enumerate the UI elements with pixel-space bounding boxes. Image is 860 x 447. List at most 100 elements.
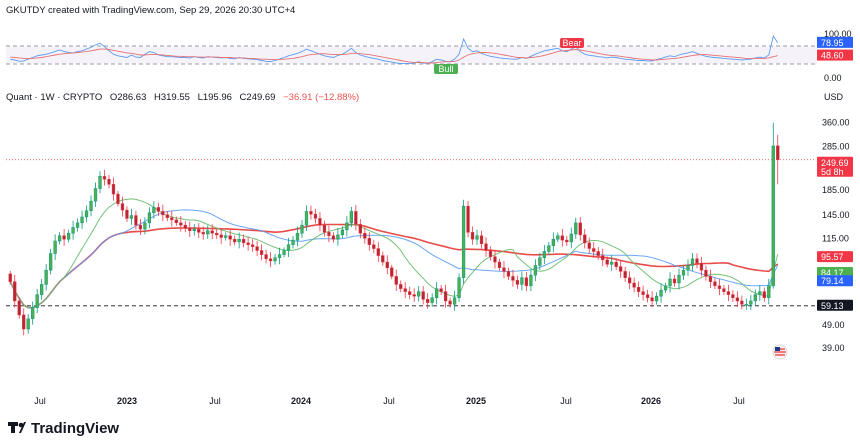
candle-body: [40, 284, 44, 295]
rsi-line: [10, 34, 779, 64]
candle: [273, 253, 277, 265]
candle-body: [434, 288, 439, 298]
candle-body: [385, 261, 389, 269]
candle: [93, 182, 98, 207]
candle-body: [610, 261, 614, 265]
candle-body: [740, 300, 744, 305]
candle-body: [273, 257, 277, 262]
candle-body: [547, 245, 551, 252]
candle: [771, 122, 775, 289]
candle: [717, 278, 722, 296]
candle: [479, 230, 484, 249]
legend-high: H319.55: [154, 92, 190, 103]
candle-body: [93, 188, 98, 202]
candle: [515, 275, 520, 289]
candle: [206, 225, 210, 239]
candle: [448, 297, 452, 308]
candle: [295, 226, 300, 247]
ma-short-line: [9, 198, 779, 309]
candle-body: [48, 253, 53, 271]
price-tag-value: 79.14: [821, 276, 844, 286]
candle: [277, 247, 282, 265]
candle: [565, 235, 569, 246]
candle-body: [722, 288, 726, 292]
candle-body: [129, 215, 134, 219]
candle: [713, 278, 717, 290]
candle: [551, 232, 555, 253]
candle-body: [84, 210, 89, 218]
candle: [376, 241, 380, 262]
candle-body: [354, 211, 358, 225]
candle: [66, 229, 71, 243]
attribution-text: GKUTDY created with TradingView.com, Sep…: [6, 5, 295, 16]
price-tag-bg: [817, 275, 853, 287]
candle: [381, 251, 385, 266]
candle: [390, 264, 394, 280]
candle: [165, 211, 169, 222]
candle: [690, 253, 695, 271]
candle: [583, 229, 587, 249]
candle-body: [461, 205, 466, 278]
candle-body: [165, 214, 169, 218]
candle: [255, 240, 259, 256]
x-tick-label: Jul: [383, 396, 395, 406]
x-tick-label: Jul: [560, 396, 572, 406]
candle-body: [152, 207, 156, 214]
candle: [758, 285, 762, 301]
candle-body: [349, 211, 354, 224]
ma-mid-line: [9, 209, 779, 309]
candle: [596, 247, 600, 260]
candle-body: [170, 217, 174, 221]
candle-body: [448, 300, 452, 305]
price-tag-bg: [817, 299, 853, 311]
candle: [708, 269, 713, 289]
candle-body: [206, 230, 210, 235]
candle-body: [520, 277, 524, 285]
candle: [120, 196, 125, 217]
rsi-value-tag-bg: [817, 36, 853, 48]
candle: [695, 253, 699, 269]
candle: [327, 225, 331, 243]
candle: [367, 232, 371, 251]
candle: [776, 134, 780, 185]
candle: [174, 216, 178, 226]
candle: [502, 260, 506, 278]
candle-body: [71, 227, 75, 234]
candle: [668, 272, 672, 293]
candle-body: [75, 222, 80, 228]
candle: [318, 212, 322, 232]
candle-body: [31, 307, 35, 320]
candle-body: [601, 255, 605, 261]
candle-body: [574, 222, 578, 235]
candle: [726, 284, 731, 302]
candle-body: [399, 284, 403, 289]
candle: [421, 286, 425, 305]
candle: [300, 220, 304, 238]
rsi-value-tag-text: 78.95: [821, 38, 844, 48]
price-tag-value: 84.17: [821, 268, 844, 278]
candle: [735, 291, 740, 308]
candle-body: [551, 238, 555, 246]
candle-body: [381, 255, 385, 263]
candle-body: [470, 232, 475, 240]
candle: [592, 242, 596, 258]
candle-body: [264, 254, 268, 260]
candle: [412, 288, 416, 303]
candle-body: [268, 258, 273, 262]
flag-icon[interactable]: [772, 344, 788, 360]
candle: [363, 227, 367, 244]
candle: [98, 171, 102, 194]
candle: [35, 288, 39, 314]
candle-body: [659, 289, 663, 297]
candle-body: [605, 259, 609, 265]
candle: [762, 287, 766, 302]
candle-body: [488, 250, 493, 257]
candle-body: [179, 222, 183, 226]
candle: [601, 248, 605, 267]
candle: [627, 271, 632, 290]
candle: [340, 226, 345, 239]
candle: [560, 228, 564, 247]
candle: [237, 232, 241, 249]
candle-body: [515, 280, 520, 285]
candle-body: [367, 238, 371, 245]
